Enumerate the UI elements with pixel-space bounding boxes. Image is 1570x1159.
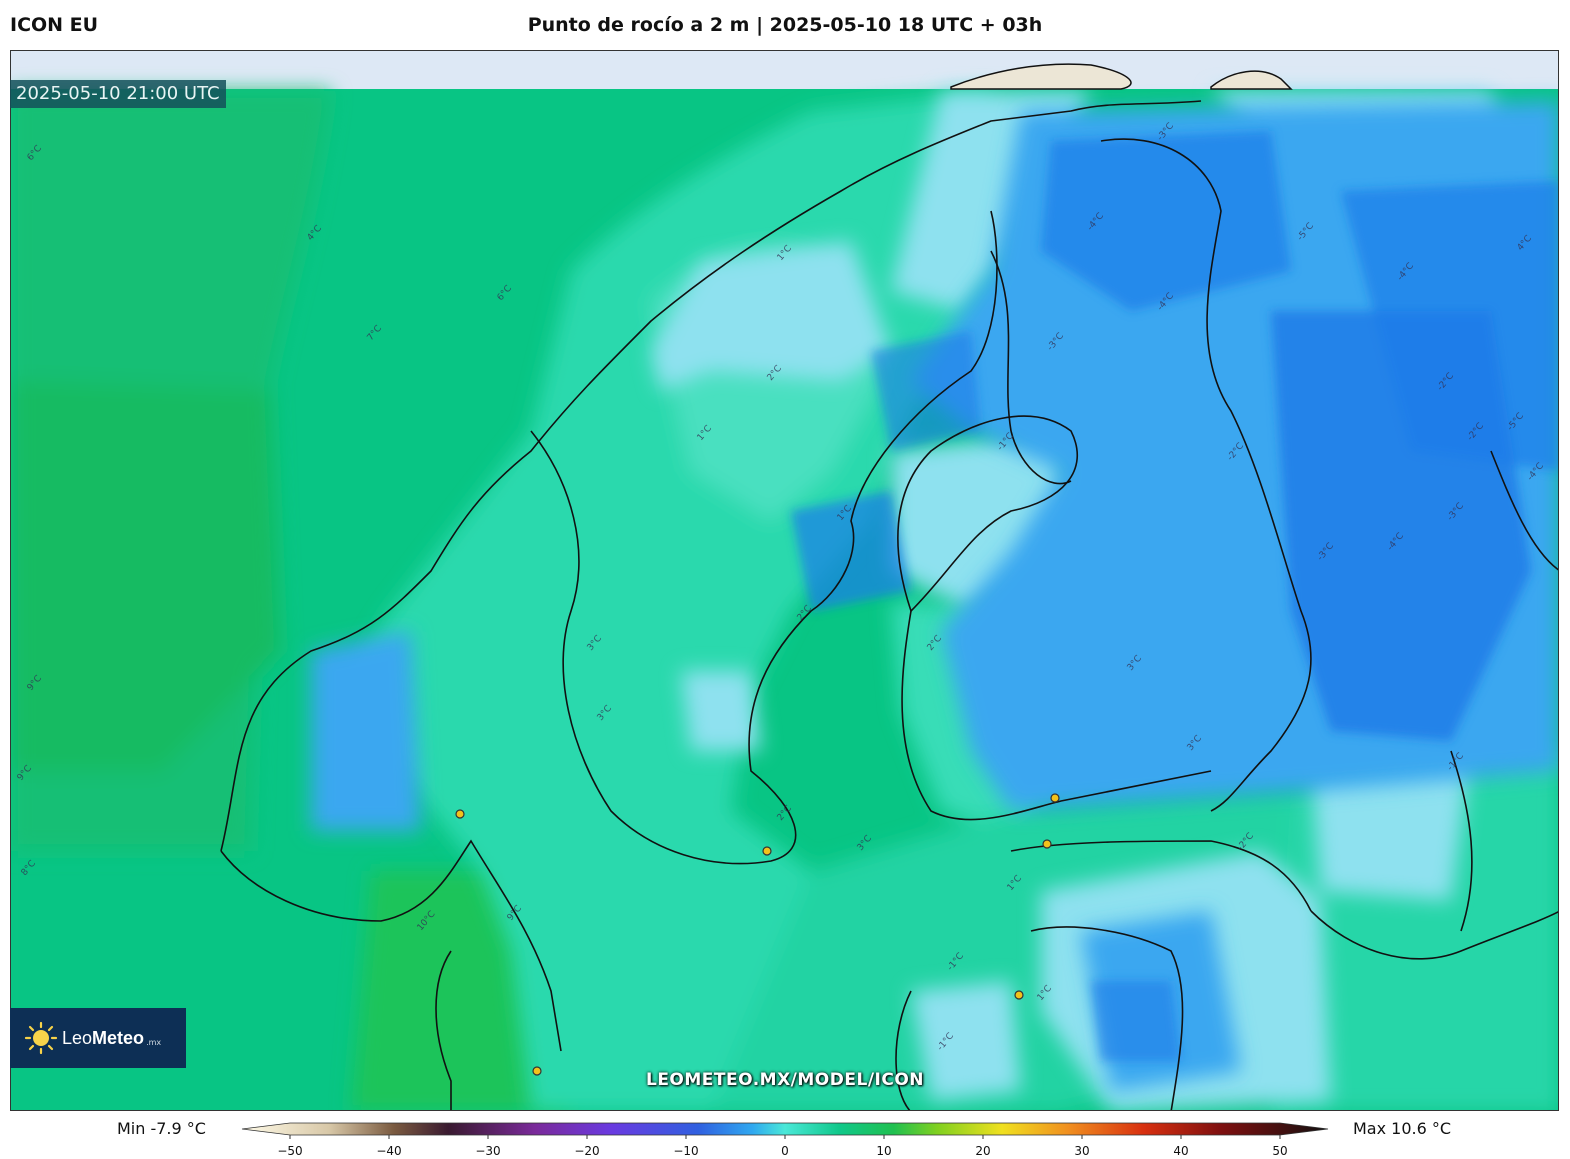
logo-suffix: .mx bbox=[146, 1037, 162, 1047]
weather-map[interactable]: 6°C 6°C 7°C 9°C 9°C 8°C 10°C 9°C 1°C 2°C 1°C 1°C 3°C… bbox=[10, 50, 1559, 1111]
colorbar-tick-label: 50 bbox=[1272, 1144, 1287, 1158]
leometeo-logo[interactable]: LeoMeteo .mx bbox=[10, 1008, 186, 1068]
map-canvas: 6°C6°C7°C9°C9°C8°C10°C 9°C1°C2°C1°C1°C3°C… bbox=[11, 51, 1558, 1110]
colorbar-tick-label: 30 bbox=[1074, 1144, 1089, 1158]
colorbar: −50 −40 −30 −20 −10 0 10 20 30 40 50 bbox=[241, 1122, 1329, 1158]
sun-icon bbox=[24, 1021, 58, 1055]
colorbar-tick-label: 0 bbox=[781, 1144, 789, 1158]
colorbar-tick-label: −30 bbox=[475, 1144, 500, 1158]
colorbar-ramp bbox=[241, 1122, 1329, 1136]
colorbar-tick-label: −10 bbox=[673, 1144, 698, 1158]
source-watermark: LEOMETEO.MX/MODEL/ICON bbox=[645, 1070, 925, 1090]
colorbar-max-label: Max 10.6 °C bbox=[1353, 1119, 1452, 1138]
domain-edge bbox=[11, 51, 1558, 89]
colorbar-tick-label: −40 bbox=[376, 1144, 401, 1158]
colorbar-ticks: −50 −40 −30 −20 −10 0 10 20 30 40 50 bbox=[277, 1135, 1288, 1158]
valid-time-label: 2025-05-10 21:00 UTC bbox=[10, 80, 226, 108]
colorbar-tick-label: −20 bbox=[574, 1144, 599, 1158]
colorbar-tick-label: 40 bbox=[1173, 1144, 1188, 1158]
colorbar-tick-label: 20 bbox=[975, 1144, 990, 1158]
colorbar-tick-label: −50 bbox=[277, 1144, 302, 1158]
logo-wordmark: LeoMeteo bbox=[62, 1027, 145, 1048]
colorbar-min-label: Min -7.9 °C bbox=[117, 1119, 206, 1138]
model-name: ICON EU bbox=[10, 14, 99, 36]
chart-title: Punto de rocío a 2 m | 2025-05-10 18 UTC… bbox=[527, 14, 1043, 36]
colorbar-tick-label: 10 bbox=[876, 1144, 891, 1158]
